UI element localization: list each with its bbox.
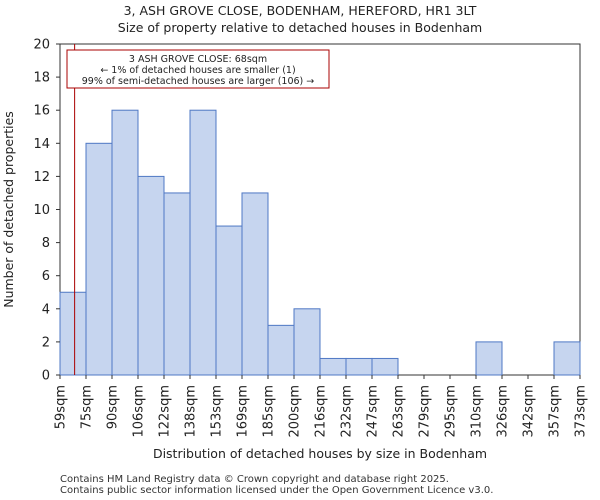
bar-138sqm [189, 109, 217, 376]
y-tick-label-18: 18 [33, 71, 50, 86]
x-tick-label-263sqm: 263sqm [392, 385, 407, 438]
x-axis-label: Distribution of detached houses by size … [153, 446, 487, 461]
footer-line-2: Contains public sector information licen… [60, 485, 494, 496]
y-tick-label-8: 8 [42, 236, 50, 251]
x-tick-label-357sqm: 357sqm [548, 385, 563, 438]
bar-90sqm [111, 109, 139, 376]
x-tick-label-75sqm: 75sqm [80, 385, 95, 429]
x-tick-label-106sqm: 106sqm [132, 385, 147, 438]
chart-title: 3, ASH GROVE CLOSE, BODENHAM, HEREFORD, … [123, 3, 477, 18]
bar-75sqm [85, 142, 113, 376]
annotation-line-2: ← 1% of detached houses are smaller (1) [100, 65, 295, 76]
x-tick-label-185sqm: 185sqm [262, 385, 277, 438]
y-tick-label-10: 10 [33, 203, 50, 218]
chart-subtitle: Size of property relative to detached ho… [117, 20, 483, 35]
x-tick-label-247sqm: 247sqm [366, 385, 381, 438]
x-tick-label-153sqm: 153sqm [210, 385, 225, 438]
y-tick-label-20: 20 [33, 38, 50, 53]
bar-chart: 0 2 4 6 8 10 12 14 16 18 20 59sqm 75sqm 90sqm 106sqm 12… [1, 38, 589, 462]
y-axis-label: Number of detached properties [1, 111, 16, 308]
y-tick-label-6: 6 [42, 269, 50, 284]
x-tick-label-310sqm: 310sqm [470, 385, 485, 438]
x-tick-label-216sqm: 216sqm [314, 385, 329, 438]
y-tick-label-12: 12 [33, 170, 50, 185]
bar-247sqm [371, 357, 399, 376]
x-tick-label-342sqm: 342sqm [522, 385, 537, 438]
annotation-line-3: 99% of semi-detached houses are larger (… [82, 76, 315, 87]
bar-185sqm [267, 324, 295, 376]
x-tick-label-59sqm: 59sqm [54, 385, 69, 429]
bar-153sqm [215, 225, 243, 376]
x-tick-label-138sqm: 138sqm [184, 385, 199, 438]
bar-200sqm [293, 308, 321, 376]
annotation-line-1: 3 ASH GROVE CLOSE: 68sqm [129, 54, 267, 65]
x-tick-label-200sqm: 200sqm [288, 385, 303, 438]
footer-line-1: Contains HM Land Registry data © Crown c… [60, 474, 449, 485]
bar-122sqm [163, 192, 191, 376]
y-tick-label-0: 0 [42, 369, 50, 384]
y-tick-label-16: 16 [33, 104, 50, 119]
bar-106sqm [137, 175, 165, 376]
x-tick-label-122sqm: 122sqm [158, 385, 173, 438]
bar-310sqm [475, 341, 503, 376]
bar-357sqm [553, 341, 581, 376]
annotation-box [66, 49, 330, 89]
bar-232sqm [345, 357, 373, 376]
x-tick-label-90sqm: 90sqm [106, 385, 121, 429]
x-tick-label-279sqm: 279sqm [418, 385, 433, 438]
x-tick-label-232sqm: 232sqm [340, 385, 355, 438]
bar-216sqm [319, 357, 347, 376]
x-tick-label-295sqm: 295sqm [444, 385, 459, 438]
y-tick-label-4: 4 [42, 302, 50, 317]
y-tick-label-2: 2 [42, 335, 50, 350]
bar-169sqm [241, 192, 269, 376]
bar-59sqm [59, 291, 87, 376]
x-tick-label-169sqm: 169sqm [236, 385, 251, 438]
y-tick-label-14: 14 [33, 137, 50, 152]
x-tick-label-326sqm: 326sqm [496, 385, 511, 438]
x-tick-label-373sqm: 373sqm [574, 385, 589, 438]
